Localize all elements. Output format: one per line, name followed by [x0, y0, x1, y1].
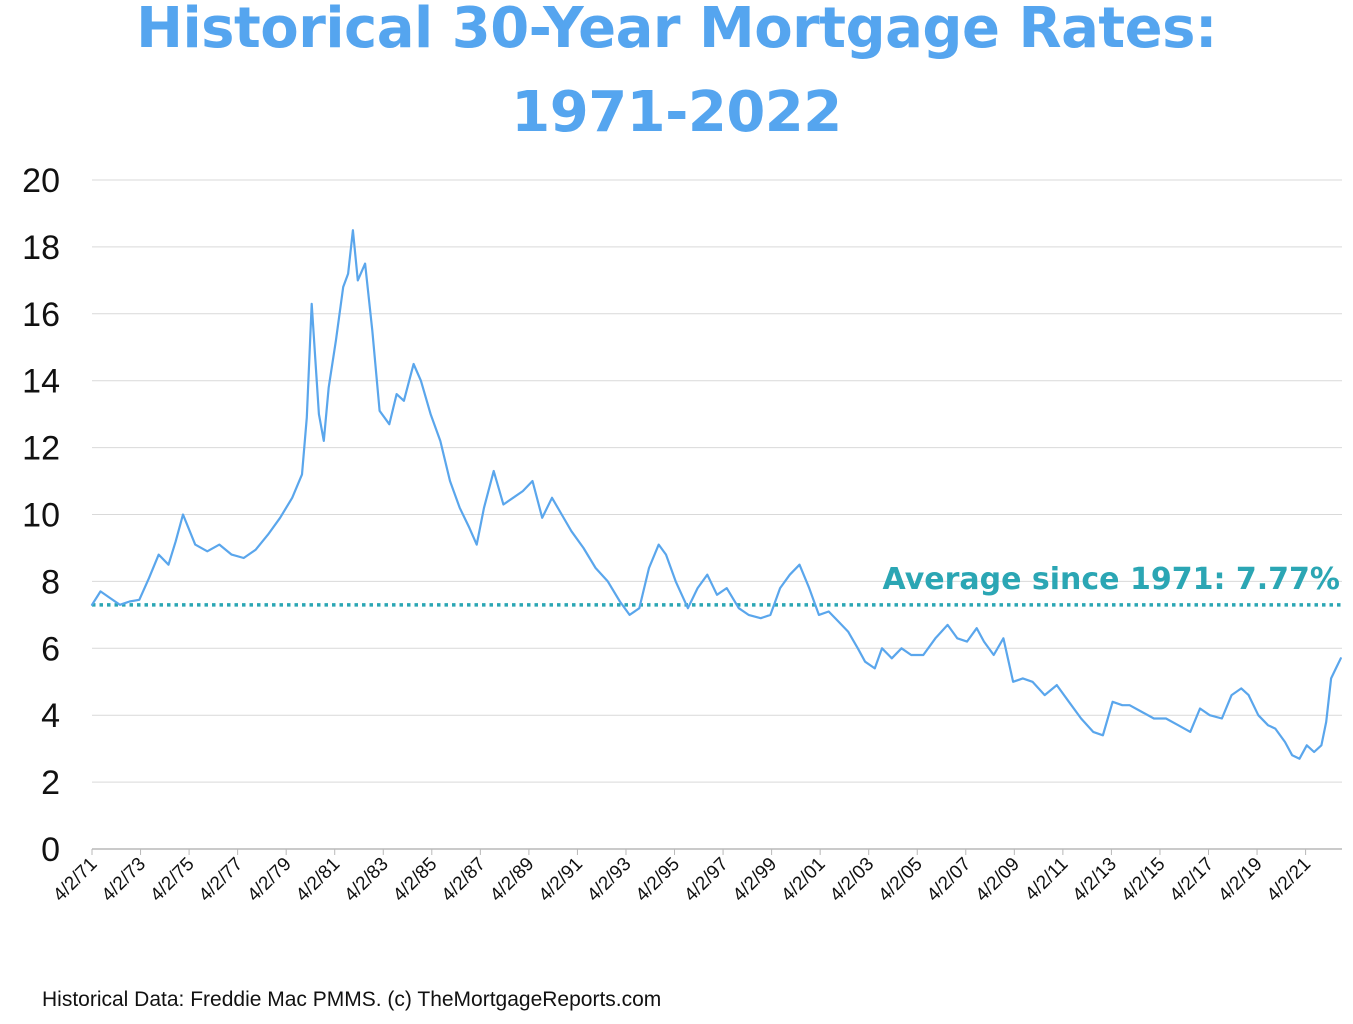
y-tick-label: 12 — [22, 430, 60, 468]
x-axis-ticks: 4/2/714/2/734/2/754/2/774/2/794/2/814/2/… — [49, 849, 1315, 906]
x-tick-label: 4/2/05 — [875, 854, 927, 906]
x-tick-label: 4/2/15 — [1117, 854, 1169, 906]
y-tick-label: 4 — [41, 697, 60, 735]
x-tick-label: 4/2/77 — [195, 854, 247, 906]
average-layer: Average since 1971: 7.77% — [92, 562, 1342, 607]
x-tick-label: 4/2/79 — [244, 854, 296, 906]
y-tick-label: 0 — [41, 831, 60, 869]
x-tick-label: 4/2/19 — [1214, 854, 1266, 906]
x-tick-label: 4/2/99 — [729, 854, 781, 906]
chart-title-line-2: 1971-2022 — [511, 80, 842, 145]
mortgage-rate-series-line — [90, 229, 1342, 760]
x-tick-label: 4/2/21 — [1263, 854, 1315, 906]
x-tick-label: 4/2/73 — [98, 854, 150, 906]
y-tick-label: 8 — [41, 563, 60, 601]
chart-title-line-1: Historical 30-Year Mortgage Rates: — [136, 0, 1217, 61]
x-tick-label: 4/2/03 — [826, 854, 878, 906]
x-tick-label: 4/2/97 — [680, 854, 732, 906]
x-tick-label: 4/2/13 — [1069, 854, 1121, 906]
x-tick-label: 4/2/89 — [486, 854, 538, 906]
y-tick-label: 18 — [22, 229, 60, 267]
series-layer — [90, 229, 1342, 760]
x-tick-label: 4/2/93 — [583, 854, 635, 906]
x-tick-label: 4/2/85 — [389, 854, 441, 906]
x-tick-label: 4/2/83 — [341, 854, 393, 906]
y-tick-label: 14 — [22, 363, 60, 401]
y-tick-label: 2 — [41, 764, 60, 802]
average-label: Average since 1971: 7.77% — [883, 562, 1340, 597]
grid-lines — [92, 179, 1342, 850]
x-tick-label: 4/2/17 — [1166, 854, 1218, 906]
y-tick-label: 20 — [22, 162, 60, 200]
x-tick-label: 4/2/95 — [632, 854, 684, 906]
x-tick-label: 4/2/87 — [438, 854, 490, 906]
x-tick-label: 4/2/91 — [535, 854, 587, 906]
source-note: Historical Data: Freddie Mac PMMS. (c) T… — [42, 988, 662, 1011]
x-tick-label: 4/2/75 — [146, 854, 198, 906]
y-tick-label: 16 — [22, 296, 60, 334]
x-tick-label: 4/2/09 — [972, 854, 1024, 906]
x-tick-label: 4/2/07 — [923, 854, 975, 906]
y-tick-label: 10 — [22, 497, 60, 535]
y-axis-ticks: 0 2 4 6 8 10 12 14 16 18 20 — [22, 162, 60, 869]
y-tick-label: 6 — [41, 630, 60, 668]
x-tick-label: 4/2/01 — [777, 854, 829, 906]
x-tick-label: 4/2/11 — [1021, 854, 1072, 905]
x-tick-label: 4/2/81 — [292, 854, 344, 906]
